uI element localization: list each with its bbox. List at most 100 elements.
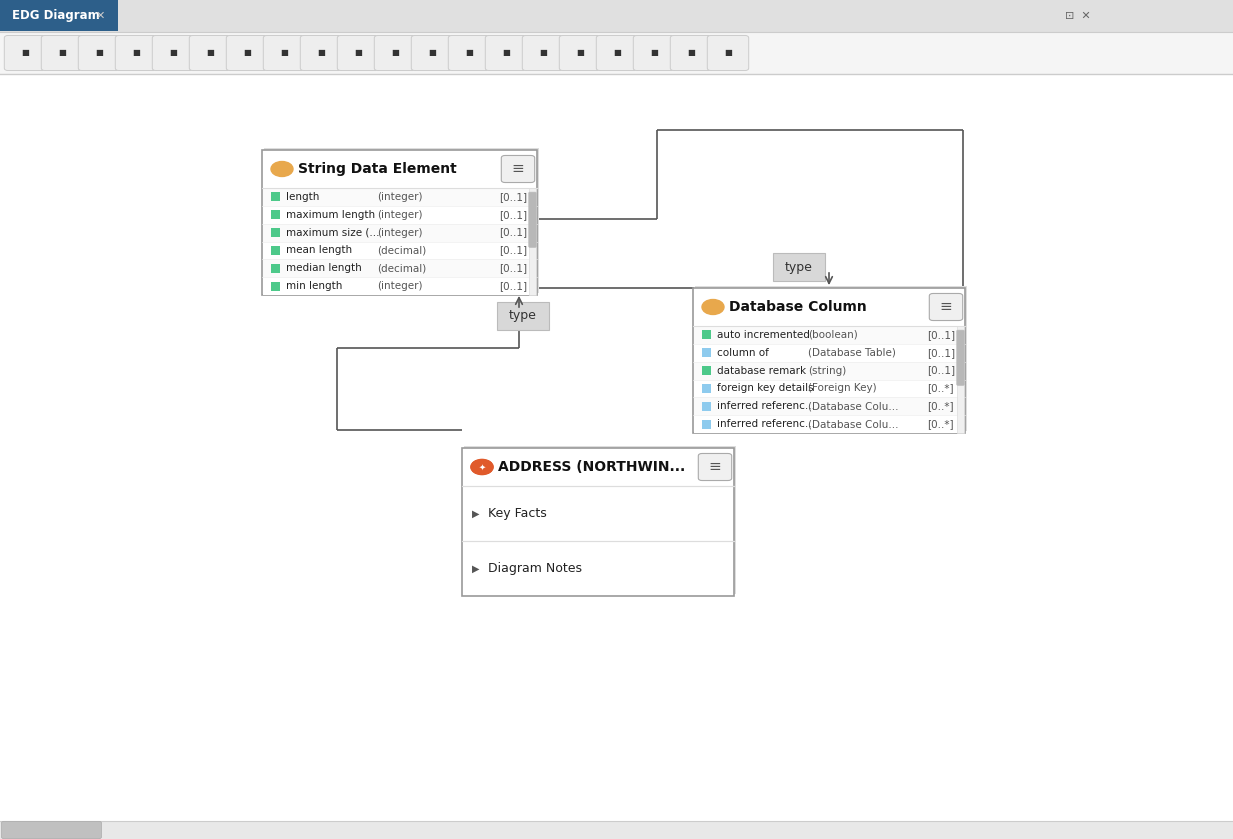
FancyBboxPatch shape [263, 259, 536, 277]
FancyBboxPatch shape [560, 35, 600, 70]
Text: ■: ■ [21, 49, 28, 58]
FancyBboxPatch shape [0, 74, 1233, 821]
FancyBboxPatch shape [264, 148, 539, 293]
FancyBboxPatch shape [702, 331, 711, 340]
Circle shape [471, 460, 493, 475]
Text: [0..1]: [0..1] [499, 263, 528, 274]
FancyBboxPatch shape [0, 0, 1233, 32]
Text: inferred referenc...: inferred referenc... [718, 401, 815, 411]
Text: (integer): (integer) [377, 281, 423, 291]
Text: database remark: database remark [718, 366, 806, 376]
Text: ■: ■ [465, 49, 473, 58]
FancyBboxPatch shape [4, 35, 46, 70]
Text: ■: ■ [576, 49, 584, 58]
Text: (Database Table): (Database Table) [808, 347, 896, 357]
FancyBboxPatch shape [116, 35, 157, 70]
Text: [0..1]: [0..1] [499, 246, 528, 255]
FancyBboxPatch shape [190, 35, 231, 70]
Text: (decimal): (decimal) [377, 263, 427, 274]
FancyBboxPatch shape [271, 263, 280, 273]
FancyBboxPatch shape [263, 188, 536, 206]
FancyBboxPatch shape [263, 224, 536, 242]
Text: ✕: ✕ [95, 11, 105, 21]
FancyBboxPatch shape [41, 35, 83, 70]
FancyBboxPatch shape [695, 286, 967, 431]
Text: (decimal): (decimal) [377, 246, 427, 255]
FancyBboxPatch shape [930, 294, 963, 320]
Text: [0..1]: [0..1] [927, 330, 956, 340]
Circle shape [471, 460, 493, 475]
Text: type: type [509, 310, 536, 322]
Text: [0..1]: [0..1] [499, 210, 528, 220]
Text: auto incremented: auto incremented [718, 330, 810, 340]
FancyBboxPatch shape [375, 35, 416, 70]
Text: ■: ■ [95, 49, 102, 58]
Text: Diagram Notes: Diagram Notes [488, 562, 582, 575]
Text: type: type [785, 260, 813, 274]
FancyBboxPatch shape [264, 35, 305, 70]
FancyBboxPatch shape [694, 326, 964, 344]
FancyBboxPatch shape [957, 326, 964, 433]
Text: (integer): (integer) [377, 210, 423, 220]
FancyBboxPatch shape [412, 35, 453, 70]
FancyBboxPatch shape [529, 188, 536, 295]
FancyBboxPatch shape [694, 379, 964, 398]
FancyBboxPatch shape [0, 821, 1233, 839]
Text: min length: min length [286, 281, 343, 291]
Text: maximum size (...: maximum size (... [286, 227, 380, 237]
Text: ■: ■ [354, 49, 363, 58]
FancyBboxPatch shape [702, 384, 711, 393]
FancyBboxPatch shape [529, 192, 536, 248]
Text: (integer): (integer) [377, 192, 423, 202]
Text: Database Column: Database Column [729, 300, 867, 314]
Text: ■: ■ [391, 49, 399, 58]
FancyBboxPatch shape [271, 228, 280, 237]
FancyBboxPatch shape [694, 398, 964, 415]
Text: (string): (string) [808, 366, 846, 376]
FancyBboxPatch shape [957, 331, 964, 385]
FancyBboxPatch shape [338, 35, 379, 70]
FancyBboxPatch shape [708, 35, 748, 70]
Text: ■: ■ [724, 49, 732, 58]
Text: [0..1]: [0..1] [499, 192, 528, 202]
Text: ■: ■ [650, 49, 658, 58]
FancyBboxPatch shape [694, 415, 964, 433]
Text: [0..1]: [0..1] [499, 281, 528, 291]
FancyBboxPatch shape [227, 35, 268, 70]
FancyBboxPatch shape [79, 35, 120, 70]
FancyBboxPatch shape [1, 821, 101, 839]
FancyBboxPatch shape [634, 35, 674, 70]
Text: [0..*]: [0..*] [927, 383, 953, 393]
Text: (Database Colu...: (Database Colu... [808, 401, 899, 411]
Text: ✦: ✦ [478, 462, 486, 472]
Text: ■: ■ [169, 49, 178, 58]
Text: inferred referenc...: inferred referenc... [718, 420, 815, 429]
Text: ■: ■ [539, 49, 547, 58]
FancyBboxPatch shape [263, 242, 536, 259]
Text: ≡: ≡ [709, 460, 721, 475]
FancyBboxPatch shape [449, 35, 490, 70]
Text: ≡: ≡ [512, 161, 524, 176]
FancyBboxPatch shape [464, 446, 736, 594]
FancyBboxPatch shape [0, 32, 1233, 74]
FancyBboxPatch shape [263, 206, 536, 224]
FancyBboxPatch shape [462, 448, 734, 596]
Text: [0..1]: [0..1] [927, 366, 956, 376]
Text: [0..1]: [0..1] [927, 347, 956, 357]
FancyBboxPatch shape [502, 155, 535, 183]
Text: ADDRESS (NORTHWIN...: ADDRESS (NORTHWIN... [498, 460, 686, 474]
Text: EDG Diagram: EDG Diagram [12, 9, 100, 23]
Text: (Database Colu...: (Database Colu... [808, 420, 899, 429]
FancyBboxPatch shape [694, 289, 964, 326]
Text: String Data Element: String Data Element [298, 162, 456, 176]
Text: mean length: mean length [286, 246, 353, 255]
Text: ■: ■ [132, 49, 139, 58]
Text: ■: ■ [206, 49, 215, 58]
FancyBboxPatch shape [263, 277, 536, 295]
Text: ■: ■ [613, 49, 621, 58]
Text: ■: ■ [280, 49, 289, 58]
Text: column of: column of [718, 347, 769, 357]
Text: ■: ■ [58, 49, 65, 58]
Text: [0..*]: [0..*] [927, 401, 953, 411]
FancyBboxPatch shape [702, 420, 711, 429]
